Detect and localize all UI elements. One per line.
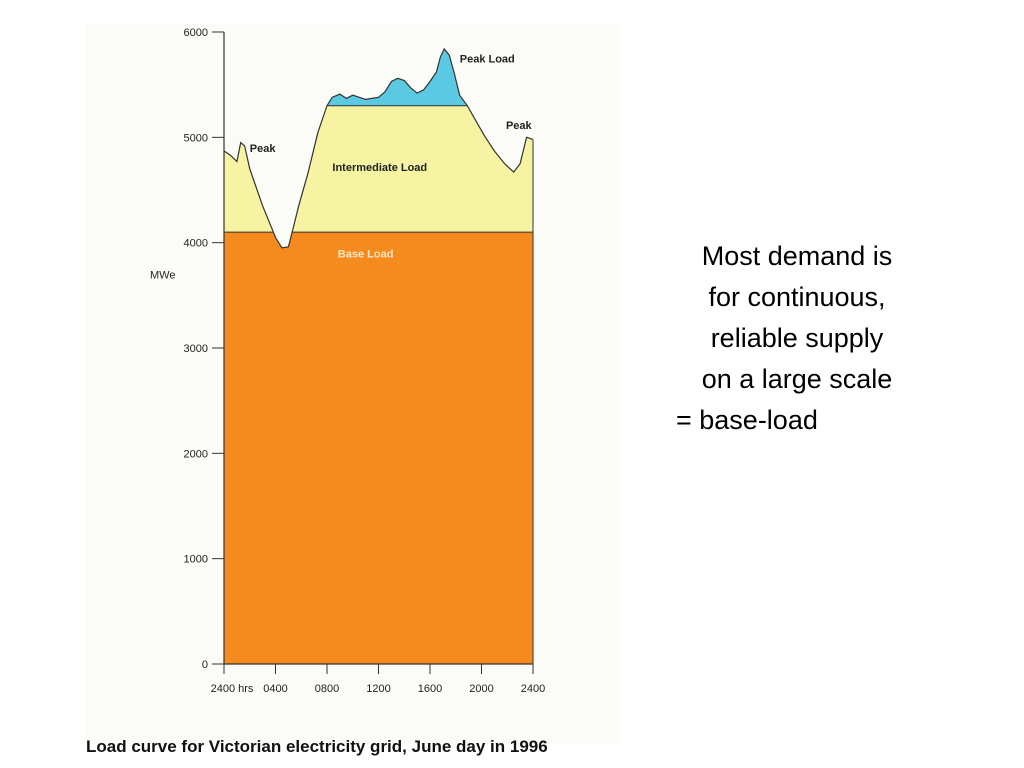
base-load-label: Base Load bbox=[338, 248, 394, 260]
x-tick-label: 1600 bbox=[418, 683, 442, 695]
y-tick-label: 6000 bbox=[184, 27, 208, 39]
x-tick-label: 0400 bbox=[263, 683, 287, 695]
x-tick-label: 1200 bbox=[366, 683, 390, 695]
x-tick-label: 2400 bbox=[521, 683, 545, 695]
y-tick-label: 5000 bbox=[184, 132, 208, 144]
y-tick-label: 2000 bbox=[184, 448, 208, 460]
side-note-line: Most demand is bbox=[701, 241, 893, 271]
side-note-line: on a large scale bbox=[701, 364, 893, 394]
side-note: Most demand is for continuous, reliable … bbox=[662, 236, 932, 441]
y-tick-label: 1000 bbox=[184, 554, 208, 566]
x-tick-label: 0800 bbox=[315, 683, 339, 695]
load-curve-chart: 0 1000 2000 3000 4000 5000 6000 MWe 2400 hrs 0400… bbox=[150, 27, 545, 695]
intermediate-load-label: Intermediate Load bbox=[332, 162, 427, 174]
peak-left-label: Peak bbox=[250, 143, 277, 155]
chart-figure: 0 1000 2000 3000 4000 5000 6000 MWe 2400 hrs 0400… bbox=[86, 24, 620, 744]
peak-load-label: Peak Load bbox=[460, 54, 515, 66]
y-tick-label: 0 bbox=[202, 659, 208, 671]
chart-title: Load curve for Victorian electricity gri… bbox=[86, 737, 548, 756]
y-tick-label: 4000 bbox=[184, 238, 208, 250]
base-load-area bbox=[224, 232, 533, 664]
x-tick-label: 2000 bbox=[469, 683, 493, 695]
y-axis-label: MWe bbox=[150, 269, 175, 281]
side-note-line: reliable supply bbox=[710, 323, 884, 353]
side-note-line: = base-load bbox=[676, 405, 818, 435]
y-tick-label: 3000 bbox=[184, 343, 208, 355]
load-curve-line bbox=[223, 47, 534, 249]
x-tick-label: 2400 hrs bbox=[211, 683, 254, 695]
side-note-line: for continuous, bbox=[708, 282, 886, 312]
peak-right-label: Peak bbox=[506, 120, 533, 132]
